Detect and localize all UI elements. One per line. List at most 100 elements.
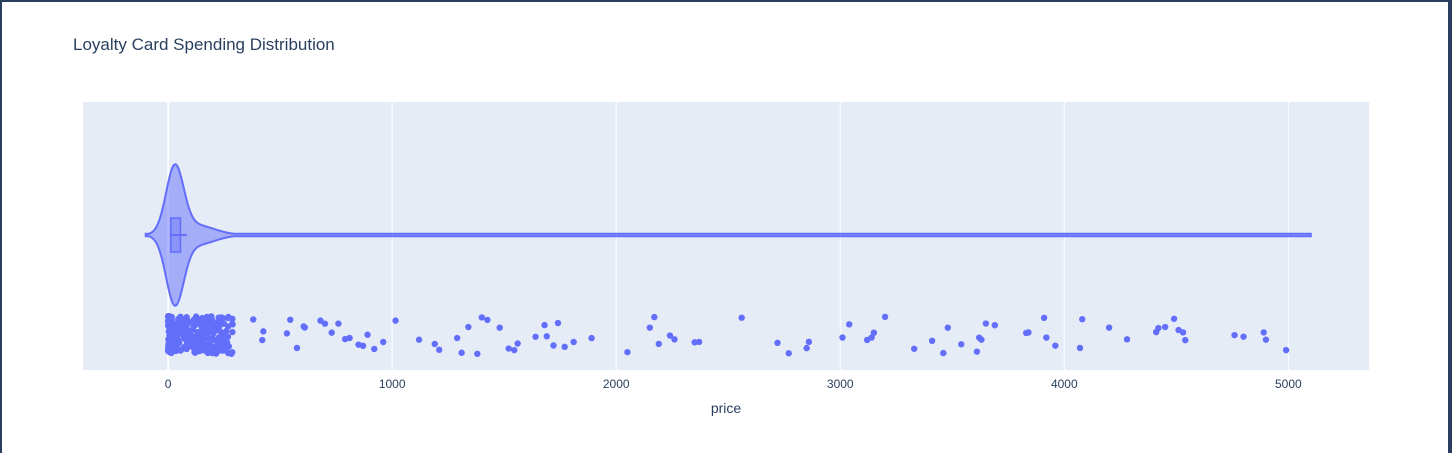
data-point [209,330,217,337]
x-tick-label: 1000 [379,377,406,391]
data-point [177,317,184,324]
data-point [371,345,378,353]
data-point [1161,323,1169,331]
data-point [182,327,189,334]
data-point [958,341,965,348]
data-point [651,313,658,321]
data-point [335,320,342,327]
data-point [223,339,231,346]
data-point [204,349,212,357]
x-axis-title: price [711,400,742,416]
data-point [532,333,539,340]
x-tick-label: 0 [165,377,172,391]
data-point [173,336,181,344]
x-tick-label: 4000 [1051,377,1078,391]
data-point [982,320,990,327]
data-point [474,350,481,357]
data-point [181,334,189,341]
data-point [380,338,387,346]
data-point [229,320,236,328]
data-point [167,314,174,322]
data-point [165,321,172,329]
data-point [453,334,461,342]
data-point [177,347,184,354]
data-point [805,338,813,346]
data-point [208,344,215,351]
data-points [164,312,1290,357]
data-point [1262,336,1270,343]
data-point [359,342,367,350]
data-point [541,321,548,329]
data-point [671,336,678,343]
data-point [1179,329,1187,336]
data-point [846,321,853,328]
data-point [785,350,792,357]
data-point [496,324,503,331]
data-point [666,332,674,339]
data-point [550,342,557,349]
data-point [978,336,985,343]
data-point [991,322,999,329]
data-point [624,348,631,356]
data-point [870,329,878,336]
data-point [1105,324,1113,331]
chart-title: Loyalty Card Spending Distribution [73,35,335,54]
data-point [209,324,217,332]
data-point [655,340,662,348]
data-point [346,334,353,342]
data-point [1260,329,1267,336]
data-point [200,335,207,343]
data-point [944,324,951,331]
data-point [200,325,207,332]
data-point [1079,316,1086,323]
data-point [164,344,172,351]
data-point [1282,346,1290,354]
data-point [1076,344,1084,352]
data-point [317,317,324,324]
data-point [570,338,577,346]
data-point [505,345,512,352]
data-point [222,334,230,341]
data-point [588,334,595,342]
data-point [188,336,196,344]
data-point [250,316,257,323]
data-point [561,343,568,351]
data-point [287,316,294,323]
data-point [881,313,889,321]
data-point [458,349,465,356]
data-point [199,342,206,349]
data-point [1231,331,1238,339]
data-point [205,324,212,332]
data-point [839,334,846,341]
data-point [392,317,399,324]
data-point [224,314,232,322]
data-point [229,328,236,336]
data-point [172,322,179,329]
violin-group [144,163,1312,307]
data-point [293,344,301,352]
data-point [328,329,335,336]
data-point [1025,329,1032,336]
data-point [973,348,981,355]
data-point [200,318,208,326]
data-point [223,345,230,353]
data-point [260,328,267,335]
data-point [514,340,521,347]
data-point [215,343,222,351]
data-point [212,350,220,357]
data-point [1043,334,1050,341]
data-point [803,344,810,352]
data-point [364,331,371,338]
data-point [208,313,215,320]
data-point [484,316,491,324]
data-point [301,324,308,331]
data-point [214,318,222,326]
data-point [431,340,438,348]
x-tick-label: 5000 [1275,377,1302,391]
data-point [283,330,291,337]
data-point [208,319,216,326]
data-point [738,314,745,321]
data-point [215,337,223,344]
data-point [183,317,190,324]
